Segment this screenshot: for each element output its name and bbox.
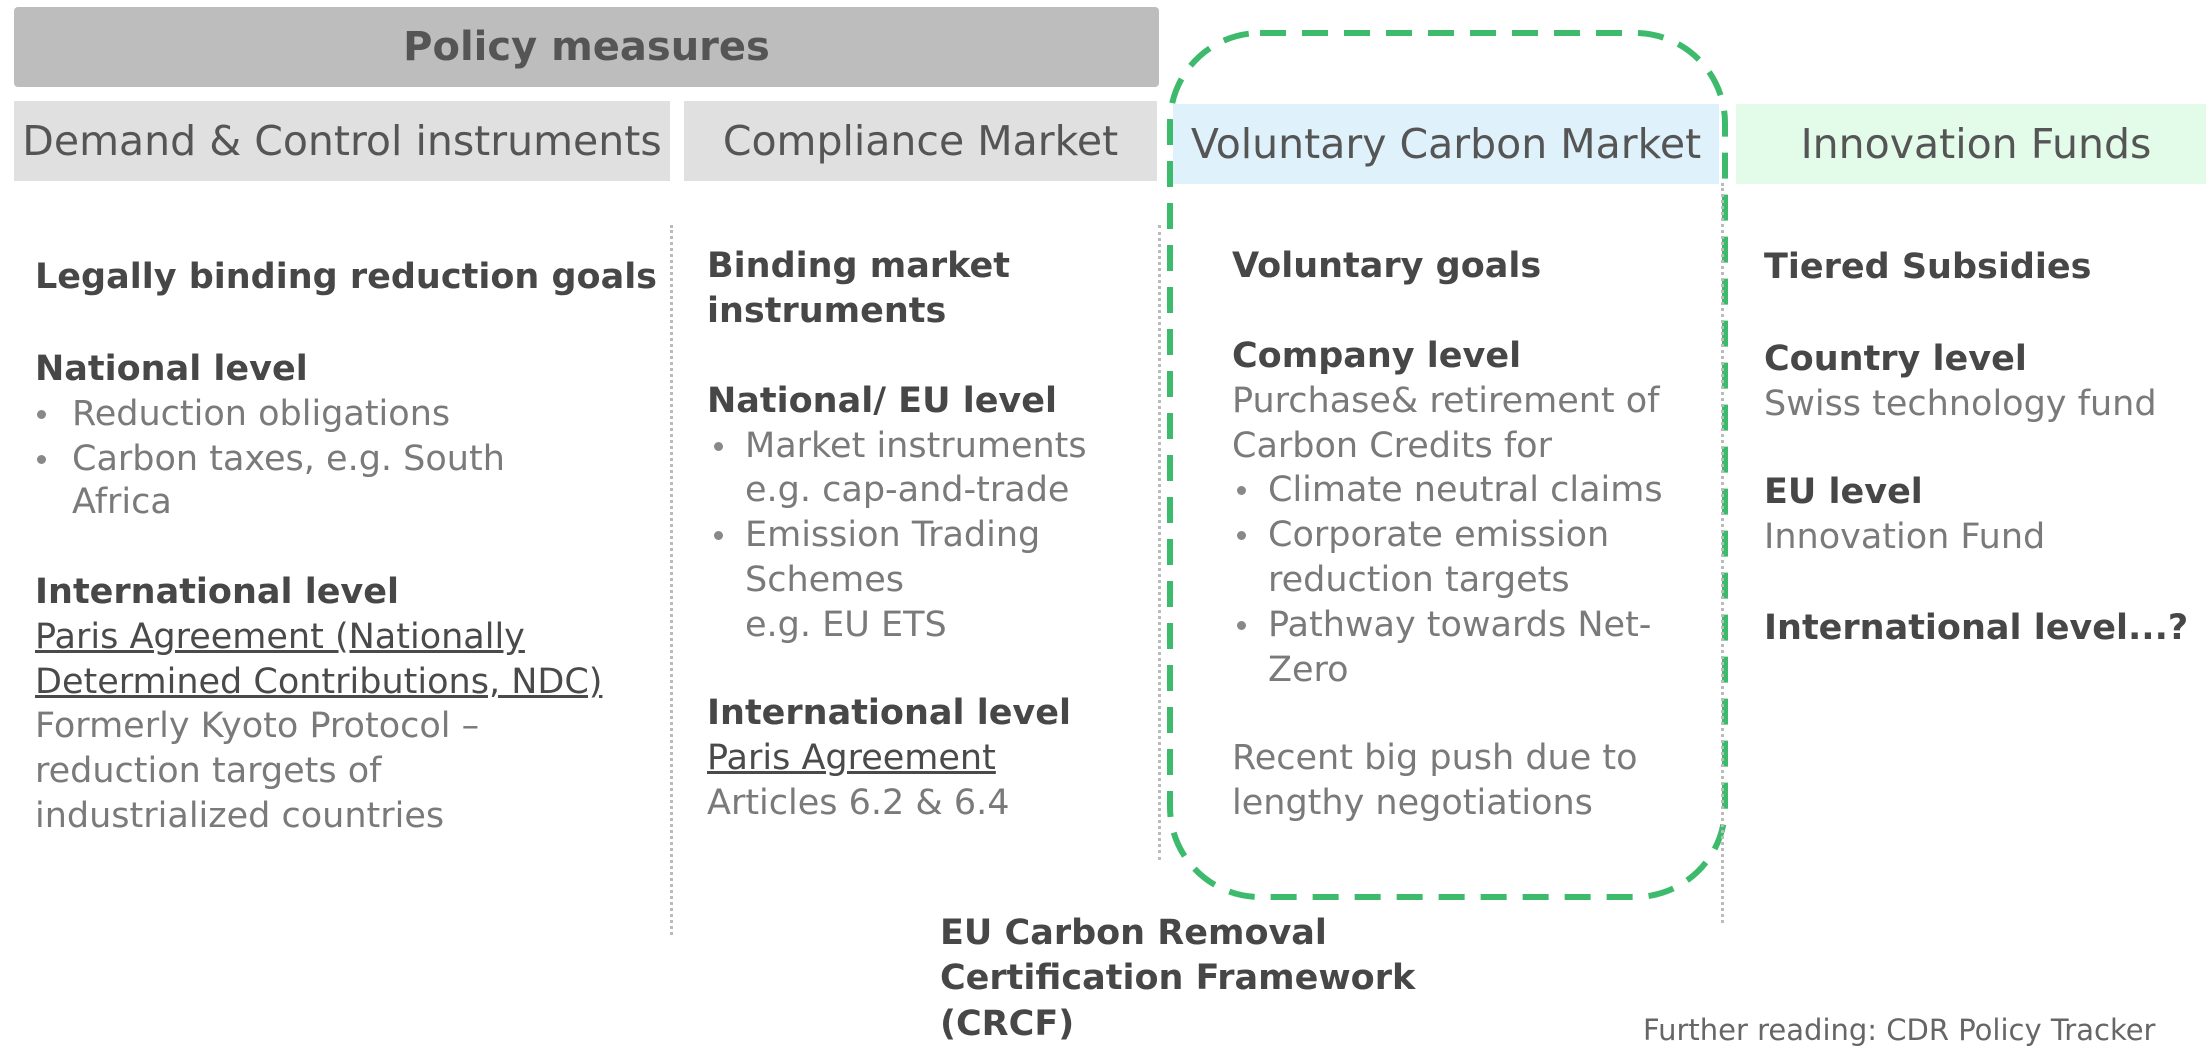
- column-header: Compliance Market: [684, 101, 1157, 181]
- text-line: Africa: [72, 482, 172, 523]
- text-line: Zero: [1268, 649, 1349, 690]
- text-line: reduction targets of: [35, 751, 382, 792]
- section-heading: Legally binding reduction goals: [35, 257, 658, 298]
- text-line: industrialized countries: [35, 796, 445, 837]
- crcf-line: EU Carbon Removal: [940, 912, 1327, 953]
- text-line: Purchase& retirement of: [1232, 380, 1660, 421]
- section-heading: Tiered Subsidies: [1764, 247, 2092, 288]
- section-heading: EU level: [1764, 472, 1923, 513]
- text-line: Emission Trading: [745, 514, 1041, 555]
- text-line: Schemes: [745, 559, 905, 600]
- dashed-outline: [1167, 30, 1728, 900]
- text-line: Pathway towards Net-: [1268, 604, 1652, 645]
- section-heading: Voluntary goals: [1232, 245, 1542, 286]
- text-line: reduction targets: [1268, 559, 1570, 600]
- text-line: Climate neutral claims: [1268, 469, 1663, 510]
- crcf-line: Certification Framework: [940, 957, 1416, 998]
- section-heading: International level: [35, 572, 399, 613]
- bullet: [1237, 620, 1246, 630]
- title-bar: Policy measures: [14, 7, 1159, 87]
- text-line: Paris Agreement (Nationally: [35, 617, 525, 658]
- further-reading: Further reading: CDR Policy Tracker: [1643, 1013, 2156, 1047]
- bullet: [1237, 485, 1246, 495]
- column-header: Innovation Funds: [1736, 104, 2206, 184]
- text-line: Recent big push due to: [1232, 738, 1638, 779]
- bullet: [37, 454, 46, 464]
- section-heading: International level...?: [1764, 607, 2189, 648]
- bullet: [37, 409, 46, 419]
- separator: [1158, 225, 1161, 860]
- column-header: Voluntary Carbon Market: [1173, 104, 1719, 184]
- crcf-line: (CRCF): [940, 1004, 1075, 1045]
- text-line: Determined Contributions, NDC): [35, 662, 603, 703]
- text-line: Reduction obligations: [72, 393, 451, 434]
- section-heading: Company level: [1232, 335, 1522, 376]
- text-line: e.g. cap-and-trade: [745, 469, 1070, 510]
- text-line: Carbon taxes, e.g. South: [72, 438, 505, 479]
- text-line: Carbon Credits for: [1232, 426, 1552, 467]
- text-line: Innovation Fund: [1764, 517, 2046, 558]
- separator: [670, 225, 673, 935]
- bullet: [714, 442, 723, 452]
- text-line: Articles 6.2 & 6.4: [707, 783, 1010, 824]
- bullet: [1237, 530, 1246, 540]
- section-heading: Country level: [1764, 338, 2027, 379]
- section-heading: Binding market: [707, 245, 1010, 286]
- text-line: Swiss technology fund: [1764, 383, 2157, 424]
- column-header: Demand & Control instruments: [14, 101, 670, 181]
- text-line: lengthy negotiations: [1232, 783, 1593, 824]
- section-heading: National/ EU level: [707, 380, 1057, 421]
- section-heading: instruments: [707, 290, 947, 331]
- separator: [1721, 183, 1724, 923]
- text-line: Corporate emission: [1268, 514, 1610, 555]
- text-line: Paris Agreement: [707, 738, 996, 779]
- section-heading: International level: [707, 693, 1071, 734]
- section-heading: National level: [35, 348, 308, 389]
- bullet: [714, 530, 723, 540]
- text-line: Formerly Kyoto Protocol –: [35, 706, 480, 746]
- text-line: Market instruments: [745, 426, 1087, 467]
- text-line: e.g. EU ETS: [745, 604, 947, 645]
